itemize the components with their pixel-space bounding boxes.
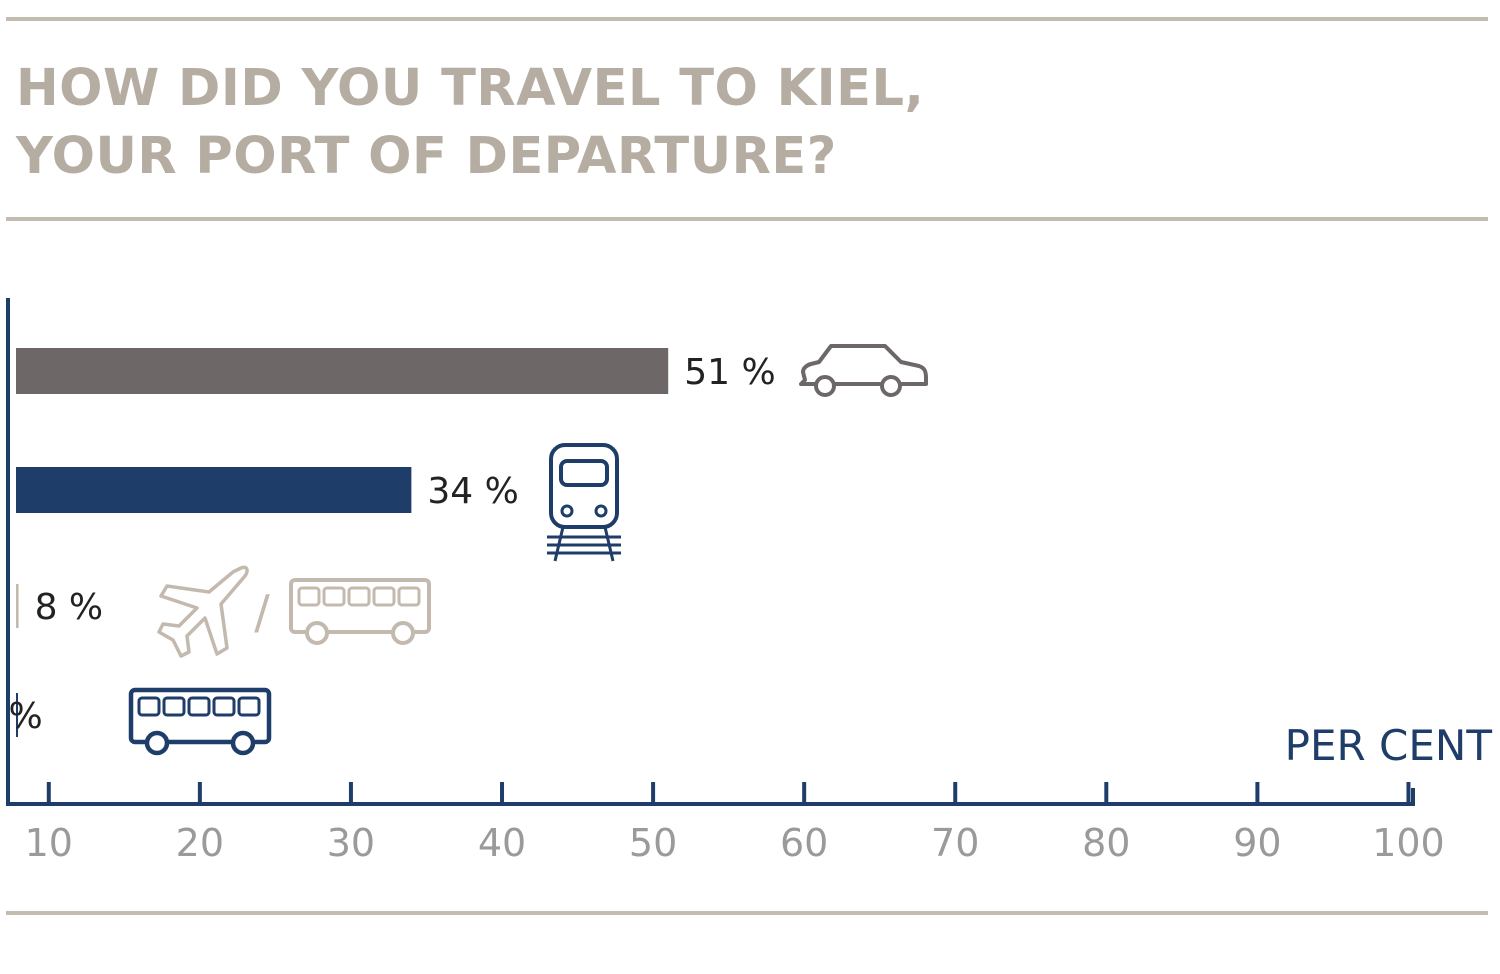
value-label: 34 %: [427, 471, 518, 512]
bars-group: [16, 348, 669, 737]
chart-title-line-1: HOW DID YOU TRAVEL TO KIEL,: [16, 59, 924, 118]
bus-icon: [128, 687, 272, 756]
x-tick-label: 40: [478, 821, 526, 865]
car-icon: [799, 344, 928, 397]
axis-frame: [6, 298, 1415, 806]
x-tick-label: 90: [1233, 821, 1281, 865]
bus-icon: [289, 578, 431, 645]
x-tick-label: 60: [780, 821, 828, 865]
x-axis-ticks: 10 20 30 40 50 60 70 80 90 100: [25, 782, 1445, 865]
train-icon: [547, 443, 621, 562]
x-tick-label: 80: [1082, 821, 1130, 865]
icon-separator: /: [254, 585, 270, 639]
bar: [16, 467, 412, 513]
x-tick-label: 100: [1372, 821, 1445, 865]
x-tick-label: 20: [176, 821, 224, 865]
value-label: 51 %: [684, 352, 775, 393]
value-labels-group: 51 %34 %8 %4 %: [0, 352, 776, 737]
value-label: 8 %: [35, 587, 104, 628]
airplane-icon: [157, 565, 249, 658]
x-tick-label: 10: [25, 821, 73, 865]
bar: [16, 584, 19, 628]
x-tick-label: 50: [629, 821, 677, 865]
bar: [16, 348, 669, 394]
unit-label: PER CENT: [1285, 721, 1493, 770]
chart-title-line-2: YOUR PORT OF DEPARTURE?: [15, 127, 837, 186]
x-tick-label: 70: [931, 821, 979, 865]
icons-group: /: [128, 344, 928, 756]
x-tick-label: 30: [327, 821, 375, 865]
bar: [16, 693, 18, 737]
